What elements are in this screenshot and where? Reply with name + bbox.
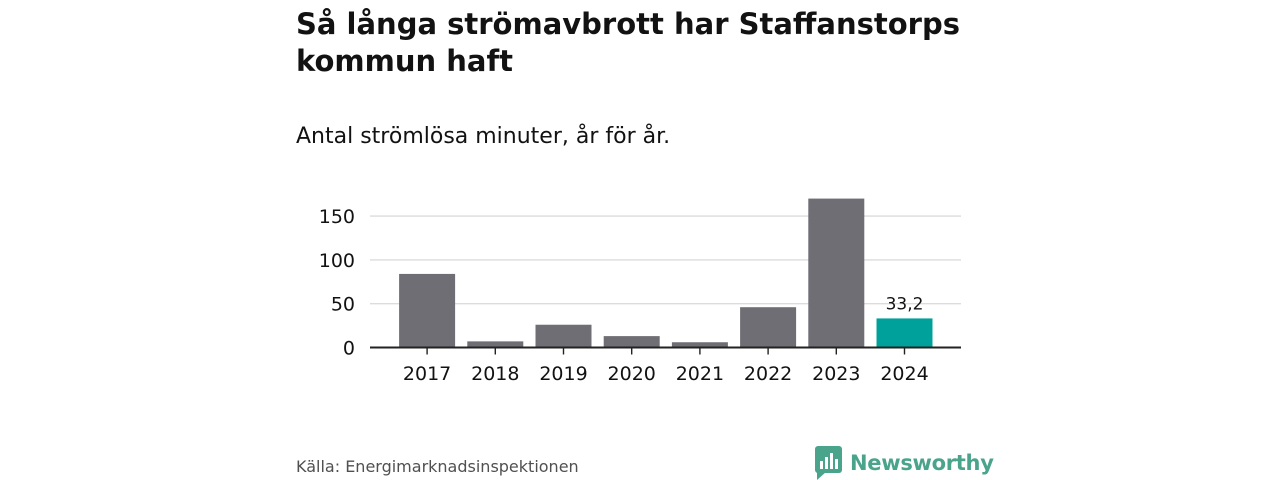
x-tick-label-2022: 2022	[744, 363, 792, 385]
x-tick-label-2017: 2017	[403, 363, 451, 385]
chart-subtitle: Antal strömlösa minuter, år för år.	[296, 124, 671, 149]
y-tick-label-100: 100	[319, 250, 355, 272]
newsworthy-logo-icon	[815, 446, 842, 480]
source-note: Källa: Energimarknadsinspektionen	[296, 457, 579, 476]
newsworthy-logo-text: Newsworthy	[850, 451, 994, 475]
bar-2019	[535, 324, 592, 348]
x-tick-label-2021: 2021	[676, 363, 724, 385]
axes	[370, 346, 961, 355]
gridlines	[370, 215, 961, 305]
labels: 0 50 100 150 2017 2018 2019 2020 2021 2022 2023 202…	[319, 206, 929, 385]
x-tick-label-2019: 2019	[539, 363, 587, 385]
y-tick-label-50: 50	[331, 294, 355, 316]
bar-2020	[603, 336, 660, 348]
data-label-2024: 33,2	[886, 294, 924, 314]
bar-2018	[467, 341, 524, 348]
x-tick-label-2024: 2024	[880, 363, 928, 385]
chart-title: Så långa strömavbrott har Staffanstorps …	[296, 7, 960, 78]
x-tick-label-2020: 2020	[608, 363, 656, 385]
bar-2017	[399, 273, 456, 348]
y-tick-label-150: 150	[319, 206, 355, 228]
bar-2022	[740, 307, 797, 348]
bar-2021	[671, 342, 728, 348]
bar-2024	[876, 318, 933, 348]
x-tick-label-2023: 2023	[812, 363, 860, 385]
bar-chart: 0 50 100 150 2017 2018 2019 2020 2021 2022 2023 202…	[319, 198, 961, 385]
bar-2023	[808, 198, 865, 348]
bars	[399, 198, 933, 348]
newsworthy-logo[interactable]: Newsworthy	[815, 446, 994, 480]
y-tick-label-0: 0	[343, 338, 355, 360]
x-tick-label-2018: 2018	[471, 363, 519, 385]
